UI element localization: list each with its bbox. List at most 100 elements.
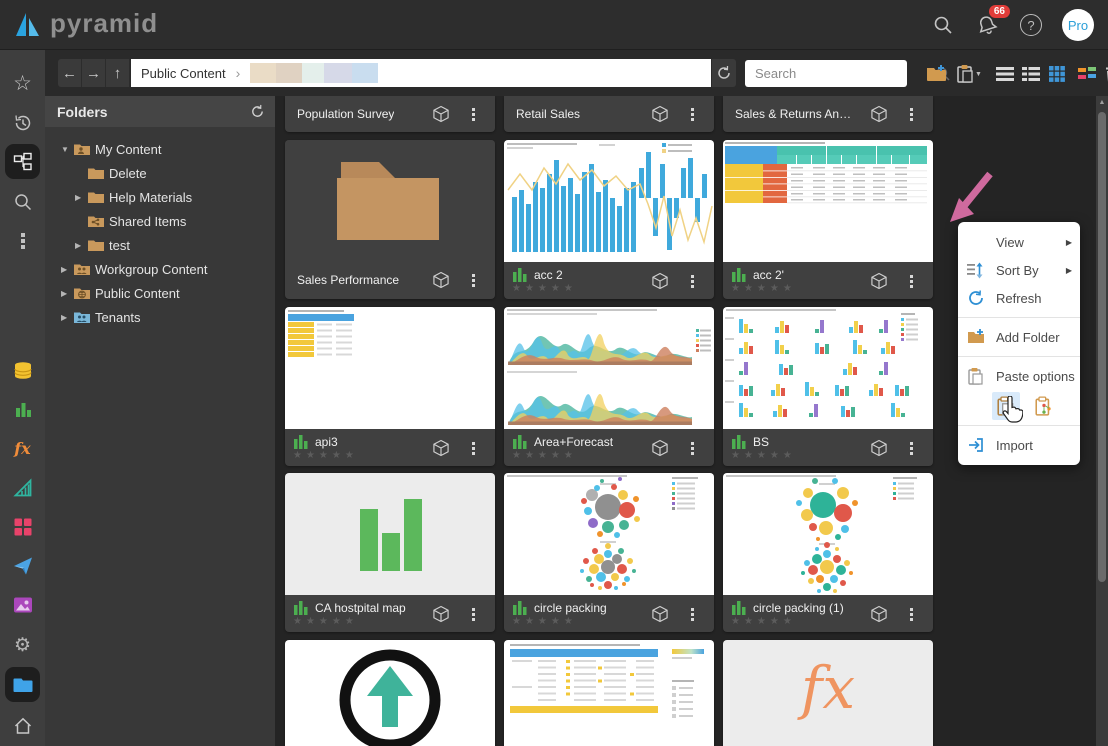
back-button[interactable]: ← — [58, 59, 82, 87]
cube-icon[interactable] — [431, 604, 451, 624]
tree-item-shared-items[interactable]: Shared Items — [45, 209, 275, 233]
tile-menu-icon[interactable] — [472, 440, 475, 457]
grid-view-icon[interactable] — [1045, 62, 1069, 86]
menu-item-refresh[interactable]: Refresh — [958, 284, 1080, 312]
tile-api3[interactable]: api3 ★★★★★ — [285, 307, 495, 466]
star-rating[interactable]: ★★★★★ — [731, 283, 796, 294]
breadcrumb-refresh-button[interactable] — [712, 59, 736, 87]
scroll-up-icon[interactable]: ▲ — [1098, 99, 1106, 106]
tile-upload-visual[interactable] — [285, 640, 495, 746]
menu-item-import[interactable]: Import — [958, 431, 1080, 459]
search-input[interactable] — [745, 66, 935, 81]
help-icon[interactable]: ? — [1018, 12, 1044, 38]
caret-right-icon[interactable]: ▶ — [75, 240, 82, 250]
history-icon[interactable] — [5, 105, 40, 140]
caret-right-icon[interactable]: ▶ — [61, 264, 68, 274]
cube-icon[interactable] — [650, 104, 670, 124]
cube-icon[interactable] — [431, 104, 451, 124]
scrollbar-thumb[interactable] — [1098, 112, 1106, 582]
cube-icon[interactable] — [650, 604, 670, 624]
star-rating[interactable]: ★★★★★ — [731, 450, 796, 461]
vertical-scrollbar[interactable]: ▲ — [1096, 96, 1108, 746]
tile-menu-icon[interactable] — [910, 106, 913, 123]
tile-menu-icon[interactable] — [910, 440, 913, 457]
star-rating[interactable]: ★★★★★ — [293, 616, 358, 627]
tile-bs[interactable]: BS ★★★★★ — [723, 307, 933, 466]
app-logo[interactable]: pyramid — [12, 8, 158, 39]
more-options-icon[interactable] — [5, 223, 40, 258]
forward-button[interactable]: → — [82, 59, 106, 87]
tile-menu-icon[interactable] — [691, 440, 694, 457]
tile-menu-icon[interactable] — [691, 606, 694, 623]
search-rail-icon[interactable] — [5, 184, 40, 219]
tree-item-my-content[interactable]: ▼ My Content — [61, 141, 162, 157]
settings-icon[interactable]: ⚙ — [13, 635, 32, 656]
cube-icon[interactable] — [431, 438, 451, 458]
user-avatar[interactable]: Pro — [1062, 9, 1094, 41]
caret-right-icon[interactable]: ▶ — [61, 288, 68, 298]
tile-menu-icon[interactable] — [910, 606, 913, 623]
tile-menu-icon[interactable] — [691, 273, 694, 290]
tile-menu-icon[interactable] — [472, 606, 475, 623]
list-view-icon[interactable] — [993, 62, 1017, 86]
tile-menu-icon[interactable] — [472, 272, 475, 289]
details-view-icon[interactable] — [1019, 62, 1043, 86]
cube-icon[interactable] — [869, 604, 889, 624]
tree-item-delete[interactable]: Delete — [45, 161, 275, 185]
menu-item-view[interactable]: View ▶ — [996, 234, 1072, 250]
tile-sales-returns[interactable]: Sales & Returns Ana... — [723, 96, 933, 132]
imagery-icon[interactable] — [5, 587, 40, 622]
tile-acc-2[interactable]: acc 2 ★★★★★ — [504, 140, 714, 299]
formulate-icon[interactable]: fx — [14, 439, 31, 458]
tile-menu-icon[interactable] — [472, 106, 475, 123]
tile-acc-2-prime[interactable]: acc 2' ★★★★★ — [723, 140, 933, 299]
slicer-view-icon[interactable] — [1075, 62, 1099, 86]
publish-icon[interactable] — [5, 548, 40, 583]
tile-population-survey[interactable]: Population Survey — [285, 96, 495, 132]
tile-fx-formula[interactable]: fx — [723, 640, 933, 746]
paste-dropdown-caret[interactable]: ▼ — [975, 71, 982, 78]
favorites-icon[interactable]: ☆ — [13, 72, 32, 95]
caret-right-icon[interactable]: ▶ — [75, 192, 82, 202]
add-folder-toolbar-icon[interactable] — [925, 62, 949, 86]
caret-down-icon[interactable]: ▼ — [61, 144, 69, 154]
tree-item-public-content[interactable]: ▶ Public Content — [61, 285, 180, 301]
notifications-icon[interactable]: 66 — [974, 5, 1010, 38]
menu-item-paste-options[interactable]: Paste options — [958, 362, 1080, 390]
content-tree-icon[interactable] — [5, 144, 40, 179]
tile-retail-sales[interactable]: Retail Sales — [504, 96, 714, 132]
cube-icon[interactable] — [650, 271, 670, 291]
global-search-icon[interactable] — [930, 12, 956, 38]
present-icon[interactable] — [5, 509, 40, 544]
star-rating[interactable]: ★★★★★ — [512, 283, 577, 294]
illustrate-icon[interactable] — [5, 470, 40, 505]
up-button[interactable]: ↑ — [106, 59, 130, 87]
home-icon[interactable] — [5, 708, 40, 743]
menu-item-sort-by[interactable]: Sort By ▶ — [958, 256, 1080, 284]
tree-item-tenants[interactable]: ▶ Tenants — [61, 309, 141, 325]
data-model-icon[interactable] — [5, 353, 40, 388]
cube-icon[interactable] — [869, 438, 889, 458]
caret-right-icon[interactable]: ▶ — [61, 312, 68, 322]
content-folder-icon[interactable] — [5, 667, 40, 702]
tile-report-table[interactable] — [504, 640, 714, 746]
tile-menu-icon[interactable] — [910, 273, 913, 290]
star-rating[interactable]: ★★★★★ — [512, 616, 577, 627]
menu-item-add-folder[interactable]: Add Folder — [958, 323, 1080, 351]
breadcrumb[interactable]: Public Content › — [131, 59, 711, 87]
paste-button[interactable] — [992, 392, 1020, 420]
tile-circle-packing-1[interactable]: circle packing (1) ★★★★★ — [723, 473, 933, 632]
tile-ca-hospital-map[interactable]: CA hostpital map ★★★★★ — [285, 473, 495, 632]
star-rating[interactable]: ★★★★★ — [293, 450, 358, 461]
delete-toolbar-icon[interactable] — [1101, 62, 1108, 86]
tree-item-test[interactable]: ▶ test — [75, 237, 130, 253]
paste-special-button[interactable] — [1030, 392, 1058, 420]
cube-icon[interactable] — [650, 438, 670, 458]
cube-icon[interactable] — [869, 271, 889, 291]
tile-menu-icon[interactable] — [691, 106, 694, 123]
tile-area-forecast[interactable]: Area+Forecast ★★★★★ — [504, 307, 714, 466]
star-rating[interactable]: ★★★★★ — [512, 450, 577, 461]
cube-icon[interactable] — [431, 270, 451, 290]
cube-icon[interactable] — [869, 104, 889, 124]
folders-refresh-icon[interactable] — [250, 104, 265, 119]
